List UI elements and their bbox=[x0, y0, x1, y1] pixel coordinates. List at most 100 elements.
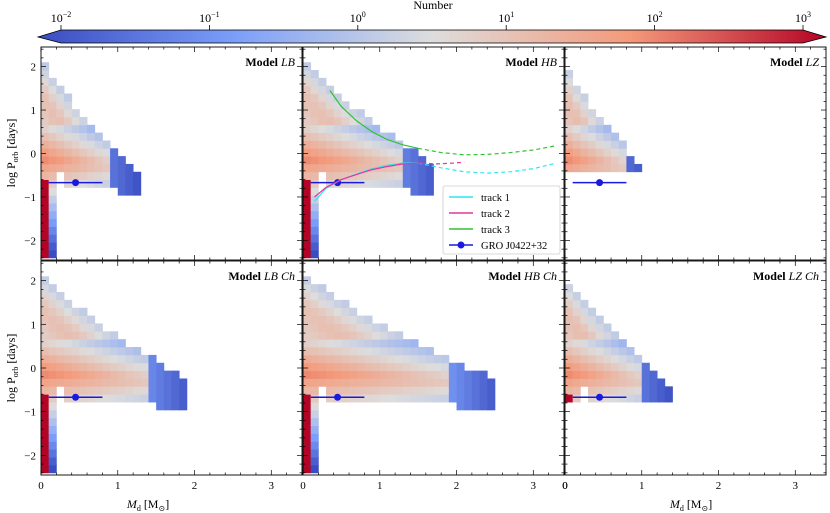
heatmap-cell bbox=[565, 109, 574, 118]
heatmap-cell bbox=[48, 93, 57, 102]
heatmap-cell bbox=[410, 171, 419, 180]
heatmap-cell bbox=[48, 284, 57, 293]
heatmap-cell bbox=[572, 339, 581, 348]
observation-point bbox=[72, 179, 80, 187]
heatmap-cell bbox=[48, 323, 57, 332]
heatmap-cell bbox=[303, 464, 312, 474]
heatmap-cell bbox=[603, 354, 612, 364]
x-tick-label: 0 bbox=[300, 480, 306, 492]
heatmap-cell bbox=[102, 386, 111, 395]
track-1-dashed bbox=[417, 162, 557, 174]
heatmap-cell bbox=[402, 148, 411, 157]
heatmap-cell bbox=[303, 315, 312, 324]
heatmap-cell bbox=[580, 307, 589, 316]
heatmap-cell bbox=[588, 362, 597, 372]
heatmap-cell bbox=[48, 362, 57, 372]
heatmap-cell bbox=[310, 292, 319, 301]
heatmap-cell bbox=[87, 163, 96, 173]
heatmap-cell bbox=[48, 292, 57, 301]
heatmap-cell bbox=[56, 347, 65, 356]
heatmap-cell bbox=[595, 354, 604, 364]
heatmap-cell bbox=[79, 331, 88, 340]
heatmap-cell bbox=[372, 370, 381, 379]
heatmap-cell bbox=[333, 93, 342, 102]
heatmap-cell bbox=[603, 370, 612, 379]
heatmap-cell bbox=[94, 179, 103, 188]
heatmap-cell bbox=[133, 394, 142, 403]
heatmap-cell bbox=[310, 210, 319, 220]
heatmap-cell bbox=[379, 347, 388, 356]
heatmap-cell bbox=[41, 409, 50, 419]
heatmap-cell bbox=[364, 362, 373, 372]
heatmap-cell bbox=[163, 386, 172, 395]
heatmap-cell bbox=[310, 441, 319, 450]
heatmap-cell bbox=[595, 315, 604, 324]
heatmap-cell bbox=[364, 140, 373, 149]
heatmap-cell bbox=[395, 339, 404, 348]
heatmap-cell bbox=[125, 179, 134, 188]
heatmap-cell bbox=[341, 323, 350, 332]
heatmap-cell bbox=[565, 378, 574, 387]
heatmap-cell bbox=[333, 116, 342, 126]
heatmap-cell bbox=[410, 347, 419, 356]
heatmap-cell bbox=[626, 156, 635, 165]
heatmap-cell bbox=[318, 347, 327, 356]
heatmap-cell bbox=[148, 354, 157, 364]
heatmap-cell bbox=[179, 394, 188, 403]
heatmap-cell bbox=[588, 132, 597, 141]
heatmap-cell bbox=[117, 171, 126, 180]
heatmap-cell bbox=[441, 378, 450, 387]
heatmap-cell bbox=[603, 148, 612, 157]
heatmap-cell bbox=[310, 156, 319, 165]
y-tick-label: 0 bbox=[31, 149, 37, 161]
heatmap-cell bbox=[641, 362, 650, 372]
heatmap-cell bbox=[303, 187, 312, 196]
heatmap-cell bbox=[326, 156, 335, 165]
heatmap-cell bbox=[580, 347, 589, 356]
heatmap-cell bbox=[179, 386, 188, 395]
heatmap-cell bbox=[310, 386, 319, 395]
heatmap-cell bbox=[94, 354, 103, 364]
heatmap-cell bbox=[364, 394, 373, 403]
heatmap-cell bbox=[133, 386, 142, 395]
heatmap-cell bbox=[471, 402, 480, 411]
heatmap-cell bbox=[110, 362, 119, 372]
heatmap-cell bbox=[48, 417, 57, 427]
heatmap-cell bbox=[48, 203, 57, 212]
heatmap-cell bbox=[349, 315, 358, 324]
heatmap-cell bbox=[41, 226, 50, 235]
heatmap-cells bbox=[565, 284, 673, 403]
heatmap-cell bbox=[565, 93, 574, 102]
heatmap-cell bbox=[379, 140, 388, 149]
heatmap-cell bbox=[102, 163, 111, 173]
heatmap-cell bbox=[356, 331, 365, 340]
heatmap-cell bbox=[303, 417, 312, 427]
heatmap-cell bbox=[310, 457, 319, 466]
heatmap-cell bbox=[588, 331, 597, 340]
heatmap-cell bbox=[349, 132, 358, 141]
heatmap-cell bbox=[588, 116, 597, 126]
heatmap-cell bbox=[310, 402, 319, 411]
heatmap-cell bbox=[341, 132, 350, 141]
heatmap-cell bbox=[79, 362, 88, 372]
heatmap-cell bbox=[364, 323, 373, 332]
heatmap-cell bbox=[464, 370, 473, 379]
heatmap-cell bbox=[572, 386, 581, 395]
heatmap-cell bbox=[64, 124, 73, 134]
heatmap-cell bbox=[565, 323, 574, 332]
heatmap-cell bbox=[588, 140, 597, 149]
heatmap-cell bbox=[580, 378, 589, 387]
heatmap-cell bbox=[310, 323, 319, 332]
heatmap-cell bbox=[41, 299, 50, 309]
heatmap-cell bbox=[163, 378, 172, 387]
heatmap-cell bbox=[318, 315, 327, 324]
heatmap-cell bbox=[48, 378, 57, 387]
heatmap-cell bbox=[572, 362, 581, 372]
heatmap-cell bbox=[425, 378, 434, 387]
heatmap-cell bbox=[356, 148, 365, 157]
heatmap-cell bbox=[310, 449, 319, 458]
heatmap-cell bbox=[479, 386, 488, 395]
heatmap-cell bbox=[71, 171, 80, 180]
heatmap-cell bbox=[56, 85, 65, 94]
heatmap-cell bbox=[303, 250, 312, 259]
